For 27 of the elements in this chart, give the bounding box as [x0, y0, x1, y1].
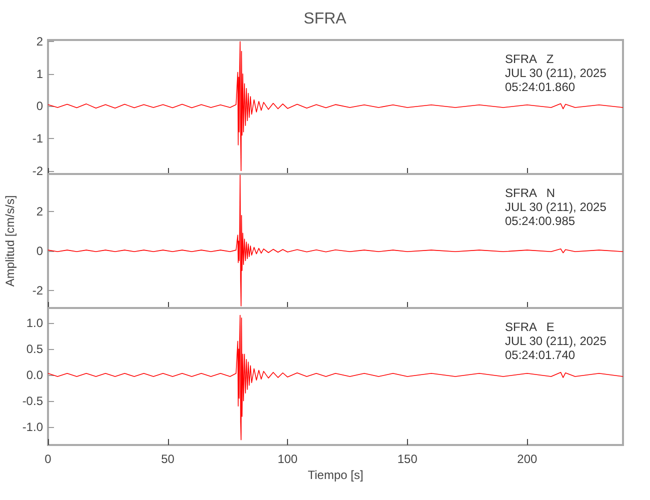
x-tick-label: 150 [397, 452, 418, 466]
line-series [48, 41, 624, 172]
y-tick-label: 0.5 [26, 342, 44, 356]
y-tick-label: 0.0 [26, 368, 44, 382]
y-tick-label: 1.0 [26, 316, 44, 330]
annotation: SFRA N JUL 30 (211), 2025 05:24:00.985 [505, 186, 607, 228]
line-series [48, 174, 624, 306]
y-tick-label: -2 [32, 164, 44, 178]
line-series [48, 314, 624, 440]
annotation: SFRA Z JUL 30 (211), 2025 05:24:01.860 [505, 52, 607, 94]
y-tick-label: -0.5 [22, 394, 44, 408]
y-tick-label: -2 [32, 283, 44, 298]
annotation: SFRA E JUL 30 (211), 2025 05:24:01.740 [505, 320, 607, 362]
x-tick-label: 100 [278, 452, 298, 466]
y-tick-label: 0 [36, 99, 44, 114]
y-tick-label: -1.0 [22, 420, 44, 434]
x-tick-label: 50 [161, 452, 175, 466]
y-tick-label: 1 [36, 66, 44, 81]
y-tick-label: 2 [36, 34, 44, 49]
x-tick-label: 200 [517, 452, 538, 466]
y-tick-label: -1 [32, 131, 44, 146]
y-tick-label: 0 [36, 244, 44, 258]
x-axis-title: Tiempo [s] [308, 468, 364, 482]
x-tick-label: 0 [44, 452, 52, 466]
y-axis-title: Amplitud [cm/s/s] [3, 195, 17, 287]
chart-title: SFRA [304, 10, 347, 28]
y-tick-label: 2 [36, 204, 44, 218]
